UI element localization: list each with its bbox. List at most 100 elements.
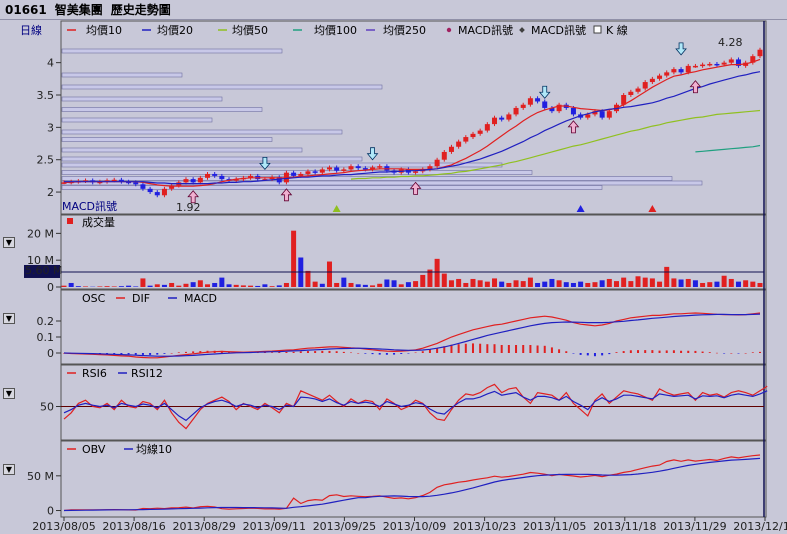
candle-body [161, 188, 167, 196]
volume-bar [262, 284, 268, 287]
volume-axis-tick-label: 20 M [27, 227, 54, 240]
candle-body [542, 101, 548, 108]
buy-arrow-icon [409, 181, 422, 195]
macd-signal-diamond-icon [519, 27, 525, 33]
osc-bar [723, 353, 726, 354]
candle-body [413, 171, 419, 173]
osc-bar [694, 350, 697, 353]
macd-line [63, 313, 761, 357]
osc-bar [608, 353, 611, 355]
osc-bar [156, 353, 159, 355]
obv-panel-collapse-button[interactable]: ▼ [3, 464, 15, 475]
volume-bar [735, 281, 741, 287]
osc-bar [113, 353, 116, 355]
candle-body [635, 88, 641, 92]
volume-bar [326, 261, 332, 287]
osc-bar [715, 352, 718, 354]
volume-bar [276, 285, 282, 287]
candle-body [362, 168, 368, 170]
osc-bar [443, 346, 446, 353]
candle-body [700, 64, 706, 67]
osc-bar [751, 352, 754, 353]
osc-bar [149, 353, 152, 355]
osc-bar [759, 351, 761, 353]
volume-bar [448, 280, 454, 287]
candle-body [750, 56, 756, 63]
osc-bar [321, 350, 324, 353]
candle-body [527, 98, 533, 105]
volume-bar [305, 270, 311, 287]
k-line-square-icon [593, 25, 602, 34]
osc-bar [500, 345, 503, 353]
rsi6-legend-label: RSI6 [82, 367, 107, 380]
osc-bar [428, 349, 431, 353]
volume-plot: 0 10 M 20 M [24, 227, 764, 294]
volume-bar [413, 281, 419, 287]
price-axis-tick-label: 3 [47, 121, 54, 134]
candle-body [326, 167, 332, 170]
osc-bar [687, 350, 690, 353]
volume-bar [355, 284, 361, 287]
volume-bar [527, 277, 533, 287]
macd-legend: OSC DIF MACD [82, 292, 217, 305]
osc-bar [529, 345, 532, 353]
ma20-legend-label: 均價20 [157, 23, 193, 37]
osc-bar [357, 353, 360, 354]
osc-bar [450, 344, 453, 353]
candle-body [133, 182, 139, 185]
volume-bar [190, 282, 196, 287]
osc-bar [522, 345, 525, 353]
volume-bar [563, 282, 569, 287]
osc-bar [378, 353, 381, 355]
buy-arrow-icon [280, 188, 293, 202]
volume-panel-collapse-button[interactable]: ▼ [3, 237, 15, 248]
candle-body [219, 175, 225, 180]
candle-body [657, 75, 663, 79]
volume-bar [398, 284, 404, 287]
rsi-axis-tick-label: 50 [40, 401, 54, 414]
osc-bar [651, 350, 654, 353]
osc-bar [701, 351, 704, 353]
ma100-line [695, 144, 761, 153]
volume-bar [75, 286, 81, 287]
candle-body [692, 65, 698, 68]
volume-profile-bar [61, 137, 273, 142]
volume-bar [542, 281, 548, 287]
volume-bar [499, 281, 505, 287]
osc-bar [708, 352, 711, 353]
rsi-panel-collapse-button[interactable]: ▼ [3, 388, 15, 399]
candle-body [535, 98, 541, 102]
candle-body [671, 69, 677, 73]
rsi-legend: RSI6 RSI12 [67, 367, 163, 380]
volume-bar [678, 279, 684, 287]
candle-body [434, 159, 440, 167]
candle-body [492, 117, 498, 125]
volume-bar [420, 274, 426, 287]
date-tick-label: 2013/09/25 [313, 520, 376, 533]
chart-name: 歷史走勢圖 [110, 3, 171, 17]
volume-bar [226, 284, 232, 287]
rsi12-legend-label: RSI12 [131, 367, 163, 380]
osc-bar [471, 343, 474, 353]
date-tick-label: 2013/11/29 [663, 520, 726, 533]
date-tick-label: 2013/10/23 [453, 520, 516, 533]
osc-bar [658, 350, 661, 353]
volume-bar [456, 278, 462, 287]
candle-body [470, 133, 476, 138]
osc-bar [263, 352, 266, 353]
volume-bar [61, 285, 67, 287]
obv-line [63, 454, 761, 512]
osc-legend-label: OSC [82, 292, 106, 305]
volume-bar [240, 285, 246, 287]
candle-body [291, 172, 297, 176]
volume-bar [642, 277, 648, 287]
volume-bar [126, 285, 132, 287]
candle-body [477, 130, 483, 134]
macd-panel-collapse-button[interactable]: ▼ [3, 313, 15, 324]
volume-bar [671, 278, 677, 287]
volume-axis-tick-label: 0 [47, 281, 54, 294]
volume-bar [118, 286, 124, 287]
candle-body [642, 82, 648, 89]
candle-body [334, 167, 340, 171]
